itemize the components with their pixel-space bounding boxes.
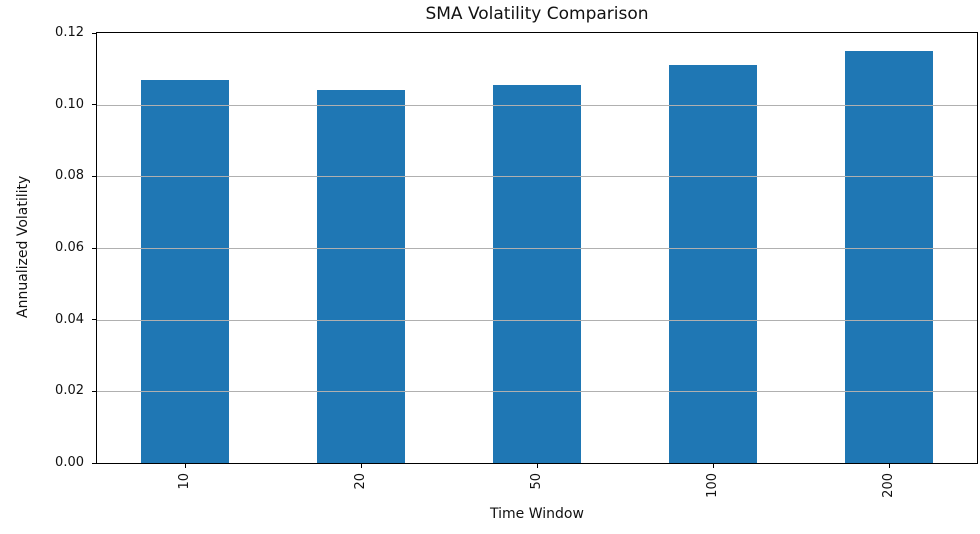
bar-20: [317, 90, 405, 463]
y-tick-label: 0.04: [55, 312, 84, 327]
y-tick-label: 0.08: [55, 168, 84, 183]
y-tick-label: 0.00: [55, 455, 84, 470]
y-tick: [92, 33, 96, 34]
x-axis-label: Time Window: [490, 506, 584, 522]
y-tick-label: 0.06: [55, 240, 84, 255]
gridline: [97, 320, 977, 321]
gridline: [97, 105, 977, 106]
y-tick: [92, 319, 96, 320]
x-tick-label: 50: [529, 473, 544, 490]
y-tick: [92, 104, 96, 105]
y-tick: [92, 176, 96, 177]
bar-50: [493, 85, 581, 463]
bar-200: [845, 51, 933, 463]
x-tick-label: 200: [881, 473, 896, 498]
x-tick-label: 10: [177, 473, 192, 490]
gridline: [97, 248, 977, 249]
x-tick-label: 100: [705, 473, 720, 498]
gridline: [97, 391, 977, 392]
x-tick: [185, 464, 186, 468]
gridline: [97, 176, 977, 177]
plot-area: [96, 32, 978, 464]
bar-100: [669, 65, 757, 463]
x-tick: [889, 464, 890, 468]
x-tick: [361, 464, 362, 468]
y-tick: [92, 248, 96, 249]
chart-title: SMA Volatility Comparison: [425, 4, 649, 24]
y-tick-label: 0.02: [55, 383, 84, 398]
x-tick: [713, 464, 714, 468]
y-tick-label: 0.12: [55, 25, 84, 40]
y-tick: [92, 391, 96, 392]
y-tick-label: 0.10: [55, 97, 84, 112]
y-tick: [92, 463, 96, 464]
bar-10: [141, 80, 229, 463]
x-tick: [537, 464, 538, 468]
x-tick-label: 20: [353, 473, 368, 490]
